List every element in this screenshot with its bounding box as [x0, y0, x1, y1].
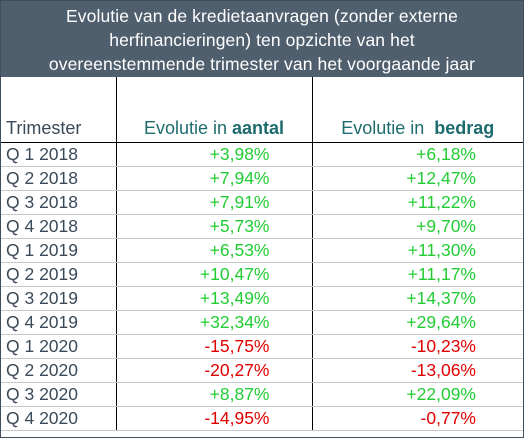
cell-aantal: +7,94% — [116, 166, 313, 191]
table-row: Q 1 2020 -15,75% -10,23% — [1, 334, 523, 359]
cell-bedrag: +29,64% — [312, 310, 523, 335]
cell-trimester: Q 2 2020 — [1, 358, 117, 383]
cell-trimester: Q 4 2019 — [1, 310, 117, 335]
table-row: Q 2 2020 -20,27% -13,06% — [1, 358, 523, 383]
cell-trimester: Q 4 2020 — [1, 406, 117, 431]
cell-aantal: -14,95% — [116, 406, 313, 431]
header-aantal: Evolutie in aantal — [116, 77, 313, 143]
cell-trimester: Q 2 2019 — [1, 262, 117, 287]
cell-aantal: -20,27% — [116, 358, 313, 383]
cell-trimester: Q 3 2018 — [1, 190, 117, 215]
cell-bedrag: +11,30% — [312, 238, 523, 263]
table-row: Q 1 2018 +3,98% +6,18% — [1, 142, 523, 167]
cell-bedrag: +14,37% — [312, 286, 523, 311]
cell-trimester: Q 3 2020 — [1, 382, 117, 407]
cell-bedrag: -0,77% — [312, 406, 523, 431]
cell-aantal: +13,49% — [116, 286, 313, 311]
table-row: Q 1 2019 +6,53% +11,30% — [1, 238, 523, 263]
cell-trimester: Q 1 2020 — [1, 334, 117, 359]
table-row: Q 4 2018 +5,73% +9,70% — [1, 214, 523, 239]
header-aantal-prefix: Evolutie in — [143, 118, 233, 138]
title-line-1: Evolutie van de kredietaanvragen (zonder… — [66, 6, 458, 26]
cell-aantal: +6,53% — [116, 238, 313, 263]
cell-bedrag: +6,18% — [312, 142, 523, 167]
cell-trimester: Q 4 2018 — [1, 214, 117, 239]
table-row: Q 2 2018 +7,94% +12,47% — [1, 166, 523, 191]
cell-bedrag: +11,22% — [312, 190, 523, 215]
cell-trimester: Q 2 2018 — [1, 166, 117, 191]
table-row: Q 2 2019 +10,47% +11,17% — [1, 262, 523, 287]
header-trimester: Trimester — [1, 77, 117, 143]
cell-aantal: +10,47% — [116, 262, 313, 287]
cell-aantal: +3,98% — [116, 142, 313, 167]
header-aantal-bold: aantal — [232, 118, 285, 138]
cell-bedrag: +12,47% — [312, 166, 523, 191]
cell-aantal: +32,34% — [116, 310, 313, 335]
cell-bedrag: +9,70% — [312, 214, 523, 239]
cell-trimester: Q 1 2019 — [1, 238, 117, 263]
table-row: Q 3 2020 +8,87% +22,09% — [1, 382, 523, 407]
title-line-2: herfinancieringen) ten opzichte van het — [109, 30, 415, 50]
cell-bedrag: +11,17% — [312, 262, 523, 287]
header-bedrag-prefix: Evolutie in — [341, 118, 435, 138]
cell-aantal: +5,73% — [116, 214, 313, 239]
table-row: Q 4 2019 +32,34% +29,64% — [1, 310, 523, 335]
cell-aantal: +8,87% — [116, 382, 313, 407]
header-bedrag-bold: bedrag — [434, 118, 495, 138]
cell-bedrag: +22,09% — [312, 382, 523, 407]
header-row: Trimester Evolutie in aantal Evolutie in… — [1, 77, 523, 143]
table-title: Evolutie van de kredietaanvragen (zonder… — [1, 1, 523, 77]
table-row: Q 3 2018 +7,91% +11,22% — [1, 190, 523, 215]
cell-aantal: -15,75% — [116, 334, 313, 359]
cell-aantal: +7,91% — [116, 190, 313, 215]
header-bedrag: Evolutie in bedrag — [312, 77, 523, 143]
cell-trimester: Q 3 2019 — [1, 286, 117, 311]
table-row: Q 4 2020 -14,95% -0,77% — [1, 406, 523, 431]
cell-trimester: Q 1 2018 — [1, 142, 117, 167]
cell-bedrag: -13,06% — [312, 358, 523, 383]
table-row: Q 3 2019 +13,49% +14,37% — [1, 286, 523, 311]
cell-bedrag: -10,23% — [312, 334, 523, 359]
table-body: Q 1 2018 +3,98% +6,18% Q 2 2018 +7,94% +12,47… — [1, 142, 523, 431]
title-line-3: overeenstemmende trimester van het voorg… — [48, 54, 476, 74]
evolution-table: Trimester Evolutie in aantal Evolutie in… — [1, 77, 523, 431]
